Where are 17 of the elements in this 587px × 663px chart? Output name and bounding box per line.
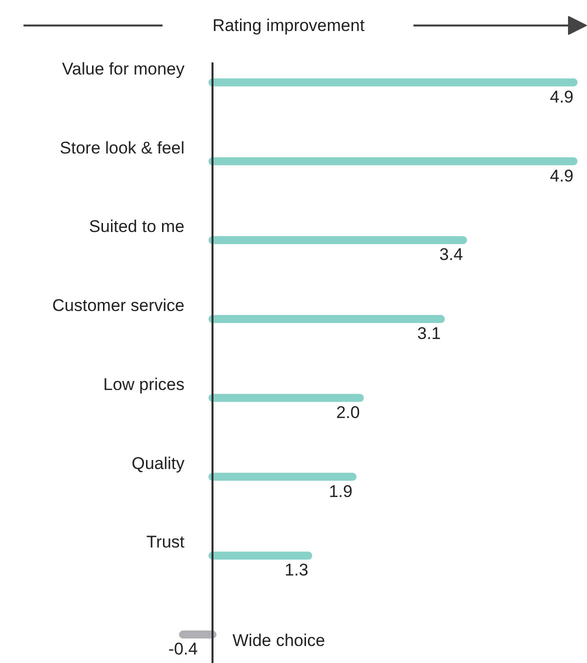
- y-tick-label: Quality: [132, 454, 185, 473]
- y-tick-label: Customer service: [52, 296, 185, 316]
- y-tick-label: Store look & feel: [60, 138, 185, 158]
- data-label: 1.9: [328, 482, 352, 501]
- data-label: 4.9: [550, 166, 574, 186]
- y-tick-label: Wide choice: [232, 631, 326, 650]
- y-tick-label: Value for money: [62, 59, 185, 78]
- data-label: 1.3: [284, 560, 308, 580]
- chart-title: Rating improvement: [212, 16, 365, 35]
- y-tick-label: Trust: [146, 532, 185, 552]
- y-tick-label: Low prices: [103, 374, 185, 394]
- data-label: 4.9: [550, 87, 574, 106]
- y-tick-label: Suited to me: [89, 217, 185, 236]
- data-label: 3.4: [439, 245, 463, 264]
- data-label: -0.4: [168, 640, 198, 659]
- data-label: 3.1: [417, 324, 441, 344]
- data-label: 2.0: [336, 402, 360, 422]
